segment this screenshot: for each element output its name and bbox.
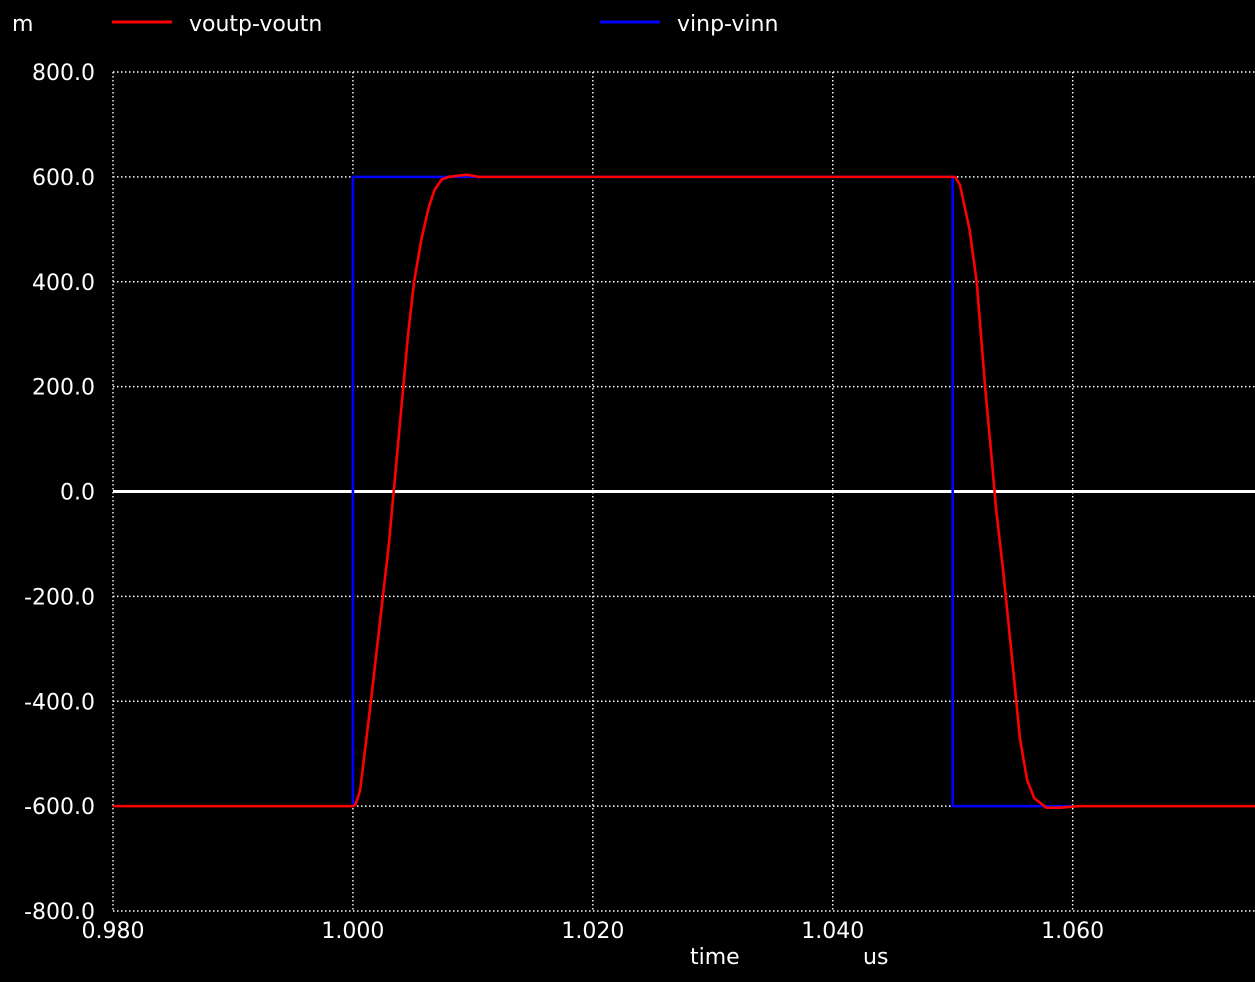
x-tick-label: 1.060 bbox=[1041, 919, 1104, 944]
x-axis-unit: us bbox=[863, 945, 888, 970]
y-tick-label: -400.0 bbox=[24, 690, 95, 715]
y-tick-label: 600.0 bbox=[32, 166, 95, 191]
x-tick-label: 1.040 bbox=[801, 919, 864, 944]
series-line-voutp-voutn bbox=[113, 173, 1255, 810]
legend-label-voutp-voutn: voutp-voutn bbox=[189, 12, 322, 37]
y-tick-label: 200.0 bbox=[32, 376, 95, 401]
y-tick-label: -800.0 bbox=[24, 900, 95, 925]
y-unit-label: m bbox=[12, 12, 33, 37]
grid bbox=[112, 71, 1255, 912]
series-lines bbox=[113, 173, 1255, 810]
y-tick-label: 800.0 bbox=[32, 61, 95, 86]
y-tick-label: 0.0 bbox=[60, 481, 95, 506]
x-tick-label: 1.000 bbox=[321, 919, 384, 944]
x-axis-label: time bbox=[690, 945, 740, 970]
x-tick-label: 1.020 bbox=[561, 919, 624, 944]
x-tick-label: 0.980 bbox=[82, 919, 145, 944]
axis-tick-labels: 800.0 600.0 400.0 200.0 0.0 -200.0 -400.0 -600.… bbox=[24, 61, 1104, 944]
legend-label-vinp-vinn: vinp-vinn bbox=[677, 12, 778, 37]
y-tick-label: 400.0 bbox=[32, 271, 95, 296]
y-tick-label: -200.0 bbox=[24, 585, 95, 610]
y-tick-label: -600.0 bbox=[24, 795, 95, 820]
